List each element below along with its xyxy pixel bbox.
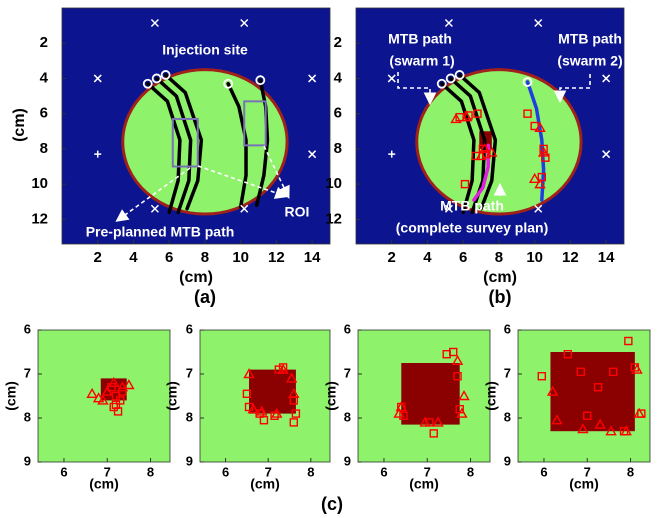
x-tick-label: 14	[598, 249, 615, 266]
annotation: MTB path	[440, 198, 504, 214]
y-tick-label: 8	[40, 140, 48, 157]
x-tick-label: 6	[165, 249, 173, 266]
y-tick-label: 6	[186, 321, 193, 336]
y-tick-label: 8	[334, 140, 342, 157]
y-tick-label: 6	[344, 321, 351, 336]
annotation: Injection site	[162, 42, 248, 58]
x-tick-label: 6	[222, 464, 229, 479]
x-tick-label: 8	[627, 464, 634, 479]
y-tick-label: 9	[24, 453, 31, 468]
x-axis-label: (cm)	[89, 476, 119, 492]
chart: 246810121424681012(cm)(cm)(a)Injection s…	[0, 0, 665, 518]
region	[417, 70, 581, 214]
x-tick-label: 10	[526, 249, 543, 266]
y-axis-label: (cm)	[164, 381, 180, 411]
y-tick-label: 12	[31, 210, 48, 227]
y-axis-label: (cm)	[3, 381, 19, 411]
patch	[249, 370, 296, 414]
y-tick-label: 8	[344, 409, 351, 424]
x-tick-label: 6	[459, 249, 467, 266]
annotation: MTB path	[558, 31, 622, 47]
y-tick-label: 4	[334, 69, 343, 86]
y-axis-label: (cm)	[11, 108, 28, 142]
x-axis-label: (cm)	[179, 269, 213, 286]
y-tick-label: 2	[40, 34, 48, 51]
patch	[401, 363, 459, 425]
annotation: (complete survey plan)	[396, 220, 549, 236]
y-tick-label: 8	[24, 409, 31, 424]
panel-label: (b)	[489, 287, 512, 307]
x-tick-label: 4	[129, 249, 138, 266]
x-tick-label: 6	[380, 464, 387, 479]
x-tick-label: 12	[268, 249, 285, 266]
figure: 246810121424681012(cm)(cm)(a)Injection s…	[0, 0, 665, 518]
y-axis-label: (cm)	[483, 381, 499, 411]
y-tick-label: 7	[504, 365, 511, 380]
y-tick-label: 6	[40, 105, 48, 122]
panel: 6786789(cm)(cm)	[164, 321, 330, 491]
x-axis-label: (cm)	[483, 269, 517, 286]
x-tick-label: 8	[495, 249, 503, 266]
panel-label: (c)	[321, 494, 343, 514]
annotation: Pre-planned MTB path	[86, 224, 235, 240]
x-tick-label: 8	[147, 464, 154, 479]
x-tick-label: 4	[423, 249, 432, 266]
y-tick-label: 6	[24, 321, 31, 336]
y-tick-label: 7	[186, 365, 193, 380]
y-tick-label: 2	[334, 34, 342, 51]
y-tick-label: 10	[325, 175, 342, 192]
y-axis-label: (cm)	[323, 381, 339, 411]
y-tick-label: 9	[504, 453, 511, 468]
y-tick-label: 6	[504, 321, 511, 336]
y-tick-label: 9	[344, 453, 351, 468]
x-tick-label: 8	[201, 249, 209, 266]
y-tick-label: 4	[40, 69, 49, 86]
x-tick-label: 6	[60, 464, 67, 479]
x-tick-label: 14	[304, 249, 321, 266]
y-tick-label: 7	[24, 365, 31, 380]
x-tick-label: 12	[562, 249, 579, 266]
y-tick-label: 12	[325, 210, 342, 227]
plot-area	[538, 338, 645, 435]
y-tick-label: 9	[186, 453, 193, 468]
x-axis-label: (cm)	[569, 476, 599, 492]
annotation: MTB path	[388, 31, 452, 47]
x-tick-label: 8	[307, 464, 314, 479]
y-tick-label: 10	[31, 175, 48, 192]
annotation: (swarm 1)	[389, 53, 454, 69]
patch	[550, 352, 634, 431]
x-tick-label: 2	[388, 249, 396, 266]
x-tick-label: 2	[94, 249, 102, 266]
x-tick-label: 10	[232, 249, 249, 266]
annotation: (swarm 2)	[557, 53, 622, 69]
annotation: ROI	[285, 204, 310, 220]
panel: 2 4 6 8 10 12 14 2 4 6 8 10 12 (cm)(b) MTB path (swarm …	[325, 8, 624, 307]
y-tick-label: 7	[344, 365, 351, 380]
x-tick-label: 8	[467, 464, 474, 479]
x-tick-label: 6	[540, 464, 547, 479]
y-tick-label: 8	[504, 409, 511, 424]
x-axis-label: (cm)	[250, 476, 280, 492]
x-axis-label: (cm)	[409, 476, 439, 492]
y-tick-label: 6	[334, 105, 342, 122]
y-tick-label: 8	[186, 409, 193, 424]
panel-label: (a)	[194, 287, 216, 307]
